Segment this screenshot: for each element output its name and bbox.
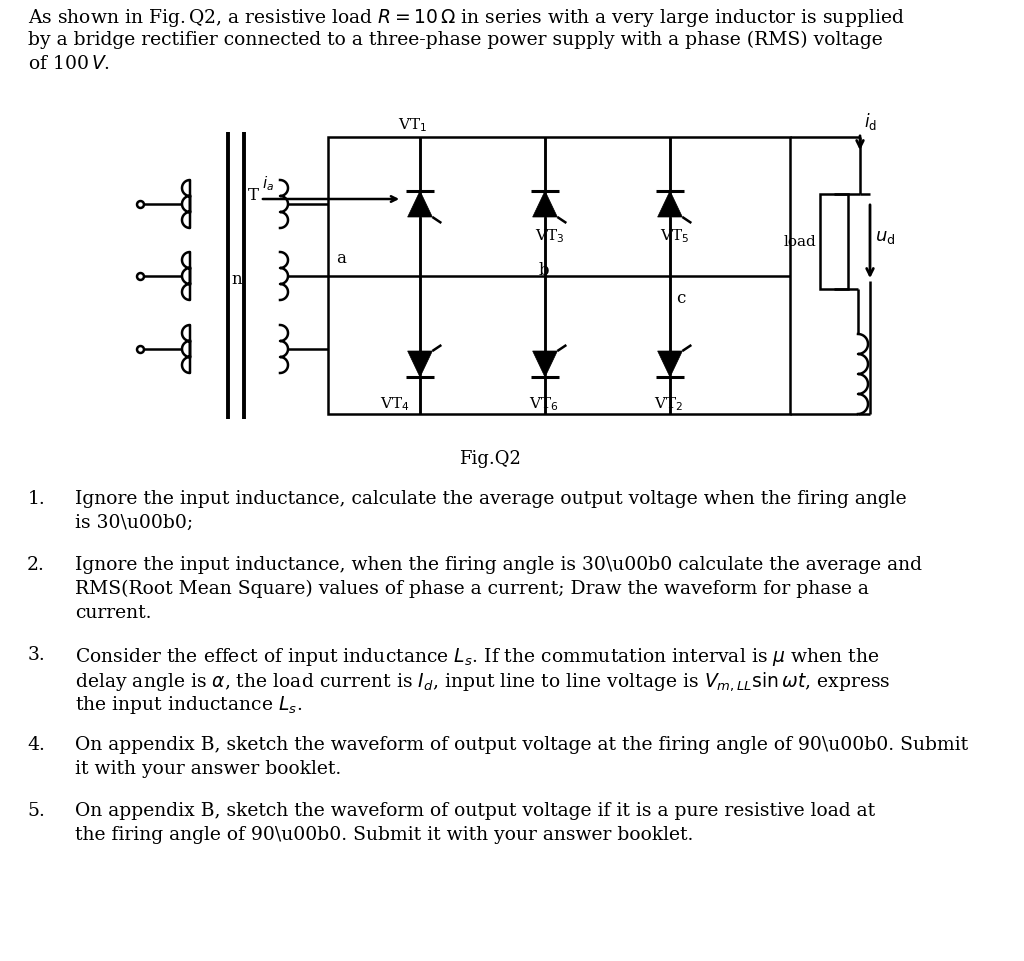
Text: a: a [336, 250, 346, 267]
Polygon shape [408, 352, 432, 378]
Text: On appendix B, sketch the waveform of output voltage at the firing angle of 90\u: On appendix B, sketch the waveform of ou… [75, 735, 968, 753]
Text: T: T [248, 186, 259, 204]
Text: c: c [676, 289, 685, 307]
Bar [820, 195, 848, 289]
Text: is 30\u00b0;: is 30\u00b0; [75, 513, 194, 531]
Text: VT$_6$: VT$_6$ [529, 395, 559, 412]
Text: Fig.Q2: Fig.Q2 [459, 450, 521, 467]
Text: Ignore the input inductance, calculate the average output voltage when the firin: Ignore the input inductance, calculate t… [75, 489, 906, 507]
Text: Ignore the input inductance, when the firing angle is 30\u00b0 calculate the ave: Ignore the input inductance, when the fi… [75, 555, 922, 574]
Text: 2.: 2. [27, 555, 45, 574]
Text: VT$_2$: VT$_2$ [654, 395, 683, 412]
Text: Consider the effect of input inductance $L_s$. If the commutation interval is $\: Consider the effect of input inductance … [75, 646, 880, 667]
Bar [328, 137, 790, 414]
Text: 4.: 4. [27, 735, 45, 753]
Text: $i_{\mathrm{d}}$: $i_{\mathrm{d}}$ [864, 111, 877, 132]
Text: VT$_1$: VT$_1$ [398, 116, 427, 134]
Polygon shape [657, 352, 682, 378]
Polygon shape [657, 192, 682, 218]
Text: current.: current. [75, 604, 152, 622]
Text: the input inductance $L_s$.: the input inductance $L_s$. [75, 693, 302, 715]
Text: As shown in Fig.$\,$Q2, a resistive load $R = 10\,\Omega$ in series with a very : As shown in Fig.$\,$Q2, a resistive load… [28, 7, 904, 29]
Text: On appendix B, sketch the waveform of output voltage if it is a pure resistive l: On appendix B, sketch the waveform of ou… [75, 801, 876, 819]
Text: VT$_4$: VT$_4$ [380, 395, 410, 412]
Text: 1.: 1. [28, 489, 45, 507]
Text: of 100$\,V$.: of 100$\,V$. [28, 55, 110, 73]
Text: VT$_5$: VT$_5$ [660, 227, 689, 244]
Text: $u_{\mathrm{d}}$: $u_{\mathrm{d}}$ [874, 229, 895, 246]
Text: the firing angle of 90\u00b0. Submit it with your answer booklet.: the firing angle of 90\u00b0. Submit it … [75, 825, 693, 843]
Text: VT$_3$: VT$_3$ [535, 227, 564, 244]
Text: $i_a$: $i_a$ [262, 174, 274, 193]
Text: 3.: 3. [28, 646, 45, 663]
Text: 5.: 5. [27, 801, 45, 819]
Polygon shape [408, 192, 432, 218]
Text: it with your answer booklet.: it with your answer booklet. [75, 759, 341, 777]
Text: by a bridge rectifier connected to a three-phase power supply with a phase (RMS): by a bridge rectifier connected to a thr… [28, 31, 883, 49]
Polygon shape [532, 352, 557, 378]
Text: load: load [783, 235, 816, 249]
Text: b: b [539, 261, 550, 279]
Polygon shape [532, 192, 557, 218]
Text: n: n [231, 270, 242, 287]
Text: delay angle is $\alpha$, the load current is $I_d$, input line to line voltage i: delay angle is $\alpha$, the load curren… [75, 669, 891, 692]
Text: RMS(Root Mean Square) values of phase a current; Draw the waveform for phase a: RMS(Root Mean Square) values of phase a … [75, 579, 869, 598]
